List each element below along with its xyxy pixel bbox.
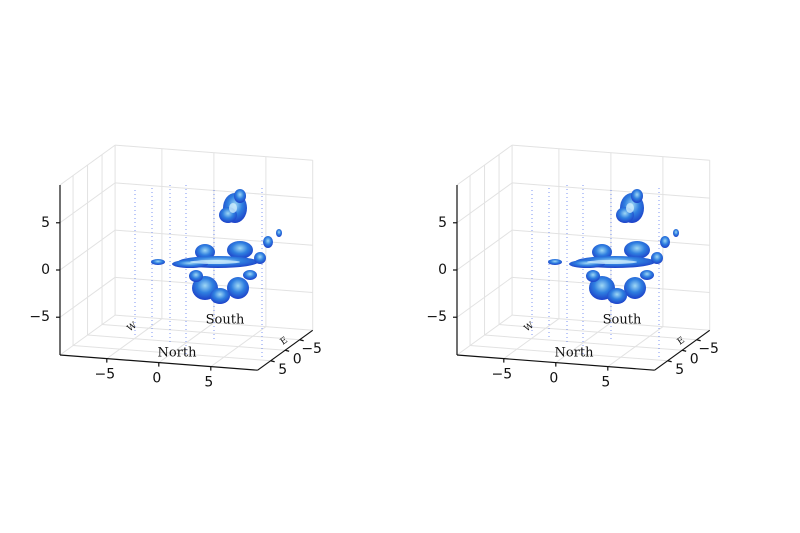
z-tick-label: −5: [29, 309, 50, 325]
x-tick-label: −5: [491, 367, 512, 383]
grid-line: [59, 276, 116, 318]
tick-mark: [270, 360, 275, 363]
grid-line: [470, 345, 668, 362]
grid-line: [59, 182, 116, 224]
grid-line: [456, 182, 513, 224]
grid-line: [87, 334, 286, 351]
grid-line: [115, 229, 313, 246]
annotation: North: [554, 346, 594, 361]
grid-line: [102, 324, 300, 341]
grid-line: [456, 229, 513, 271]
annotation: South: [603, 313, 642, 328]
volume-cloud: [531, 184, 680, 361]
volume-cloud: [134, 184, 283, 361]
tick-mark: [696, 339, 701, 342]
tick-mark: [667, 360, 672, 363]
x-tick-label: 5: [204, 375, 213, 391]
y-tick-label: 0: [690, 351, 699, 367]
annotation: E: [279, 335, 290, 347]
x-tick-label: 0: [549, 371, 558, 387]
grid-line: [73, 345, 271, 362]
annotation: North: [157, 346, 197, 361]
z-tick-label: −5: [426, 309, 447, 325]
y-tick-label: 0: [293, 351, 302, 367]
grid-line: [456, 276, 513, 318]
tick-mark: [299, 339, 304, 342]
z-tick-label: 0: [41, 262, 50, 278]
y-tick-label: −5: [698, 341, 719, 357]
tick-mark: [682, 349, 687, 352]
tick-mark: [285, 349, 290, 352]
x-tick-label: 5: [601, 375, 610, 391]
annotation: W: [126, 320, 140, 334]
z-tick-label: 5: [438, 215, 447, 231]
grid-line: [499, 324, 697, 341]
y-tick-label: −5: [301, 341, 322, 357]
z-tick-label: 0: [438, 262, 447, 278]
y-tick-label: 5: [675, 362, 684, 378]
annotation: South: [206, 313, 245, 328]
grid-line: [512, 229, 710, 246]
y-tick-label: 5: [278, 362, 287, 378]
x-tick-label: 0: [152, 371, 161, 387]
annotation: E: [676, 335, 687, 347]
annotation: W: [523, 320, 537, 334]
grid-line: [484, 334, 683, 351]
grid-line: [59, 229, 116, 271]
x-tick-label: −5: [94, 367, 115, 383]
z-tick-label: 5: [41, 215, 50, 231]
